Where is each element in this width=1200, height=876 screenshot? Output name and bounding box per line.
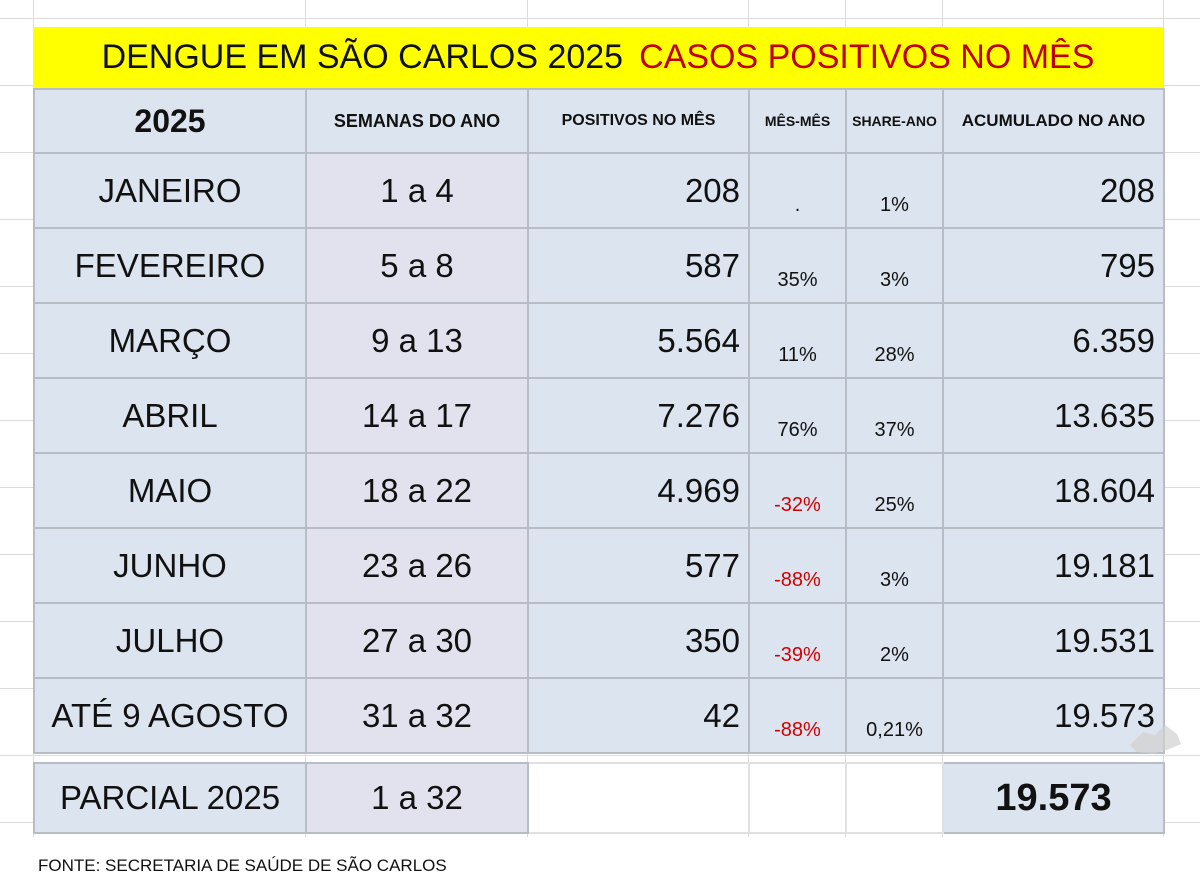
table-row: JANEIRO 1 a 4 208. 1% 208	[33, 152, 1165, 229]
month-cell: MARÇO	[33, 302, 307, 379]
cumulative-cell: 208	[942, 152, 1165, 229]
month-change-cell: -88%	[748, 527, 847, 604]
cumulative-cell: 18.604	[942, 452, 1165, 529]
month-change-cell: .	[748, 152, 847, 229]
header-positivos: POSITIVOS NO MÊS	[527, 88, 750, 154]
weeks-cell: 18 a 22	[305, 452, 529, 529]
table-area: 2025 SEMANAS DO ANO POSITIVOS NO MÊS MÊS…	[33, 88, 1165, 876]
parcial-label: PARCIAL 2025	[33, 762, 307, 834]
share-cell: 0,21%	[845, 677, 944, 754]
table-row: ABRIL 14 a 17 7.276 76% 37% 13.635	[33, 377, 1165, 454]
header-row: 2025 SEMANAS DO ANO POSITIVOS NO MÊS MÊS…	[33, 88, 1165, 154]
month-cell: JANEIRO	[33, 152, 307, 229]
positives-cell: 42	[527, 677, 750, 754]
empty-cell	[748, 762, 847, 834]
month-cell: JULHO	[33, 602, 307, 679]
positives-cell: 4.969	[527, 452, 750, 529]
weeks-cell: 31 a 32	[305, 677, 529, 754]
table-row: MARÇO 9 a 13 5.564 11% 28% 6.359	[33, 302, 1165, 379]
month-cell: MAIO	[33, 452, 307, 529]
weeks-cell: 23 a 26	[305, 527, 529, 604]
share-cell: 3%	[845, 227, 944, 304]
cumulative-cell: 19.573	[942, 677, 1165, 754]
month-cell: FEVEREIRO	[33, 227, 307, 304]
weeks-cell: 27 a 30	[305, 602, 529, 679]
header-acumulado: ACUMULADO NO ANO	[942, 88, 1165, 154]
empty-cell	[845, 762, 944, 834]
share-cell: 3%	[845, 527, 944, 604]
positives-cell: 587	[527, 227, 750, 304]
month-cell: ATÉ 9 AGOSTO	[33, 677, 307, 754]
positives-cell: 208	[527, 152, 750, 229]
empty-cell	[527, 762, 750, 834]
positives-cell: 577	[527, 527, 750, 604]
parcial-semanas: 1 a 32	[305, 762, 529, 834]
table-row: FEVEREIRO 5 a 8 587 35% 3% 795	[33, 227, 1165, 304]
share-cell: 25%	[845, 452, 944, 529]
month-change-cell: 35%	[748, 227, 847, 304]
parcial-row: PARCIAL 2025 1 a 32 19.573	[33, 762, 1165, 834]
header-year: 2025	[33, 88, 307, 154]
share-cell: 1%	[845, 152, 944, 229]
header-share: SHARE-ANO	[845, 88, 944, 154]
month-cell: ABRIL	[33, 377, 307, 454]
source-note: FONTE: SECRETARIA DE SAÚDE DE SÃO CARLOS	[38, 856, 447, 875]
positives-cell: 5.564	[527, 302, 750, 379]
cumulative-cell: 6.359	[942, 302, 1165, 379]
weeks-cell: 5 a 8	[305, 227, 529, 304]
cumulative-cell: 19.531	[942, 602, 1165, 679]
table-title: DENGUE EM SÃO CARLOS 2025 CASOS POSITIVO…	[33, 27, 1163, 88]
header-semanas: SEMANAS DO ANO	[305, 88, 529, 154]
month-cell: JUNHO	[33, 527, 307, 604]
month-change-cell: 11%	[748, 302, 847, 379]
weeks-cell: 9 a 13	[305, 302, 529, 379]
header-mes-mes: MÊS-MÊS	[748, 88, 847, 154]
month-change-cell: -39%	[748, 602, 847, 679]
positives-cell: 350	[527, 602, 750, 679]
watermark-logo	[1130, 725, 1181, 754]
month-change-cell: -88%	[748, 677, 847, 754]
dengue-table: 2025 SEMANAS DO ANO POSITIVOS NO MÊS MÊS…	[33, 88, 1165, 834]
parcial-total: 19.573	[942, 762, 1165, 834]
table-row: JUNHO 23 a 26 577 -88% 3% 19.181	[33, 527, 1165, 604]
title-main: DENGUE EM SÃO CARLOS 2025	[101, 38, 624, 76]
share-cell: 28%	[845, 302, 944, 379]
table-row: ATÉ 9 AGOSTO 31 a 32 42 -88% 0,21% 19.573	[33, 677, 1165, 754]
cumulative-cell: 19.181	[942, 527, 1165, 604]
table-row: MAIO 18 a 22 4.969 -32% 25% 18.604	[33, 452, 1165, 529]
table-row: JULHO 27 a 30 350 -39% 2% 19.531	[33, 602, 1165, 679]
month-change-cell: -32%	[748, 452, 847, 529]
cumulative-cell: 13.635	[942, 377, 1165, 454]
weeks-cell: 1 a 4	[305, 152, 529, 229]
cumulative-cell: 795	[942, 227, 1165, 304]
share-cell: 2%	[845, 602, 944, 679]
positives-cell: 7.276	[527, 377, 750, 454]
spacer-row	[34, 753, 1164, 763]
weeks-cell: 14 a 17	[305, 377, 529, 454]
share-cell: 37%	[845, 377, 944, 454]
spacer-cell	[34, 753, 1164, 763]
title-highlight: CASOS POSITIVOS NO MÊS	[639, 38, 1095, 76]
month-change-cell: 76%	[748, 377, 847, 454]
